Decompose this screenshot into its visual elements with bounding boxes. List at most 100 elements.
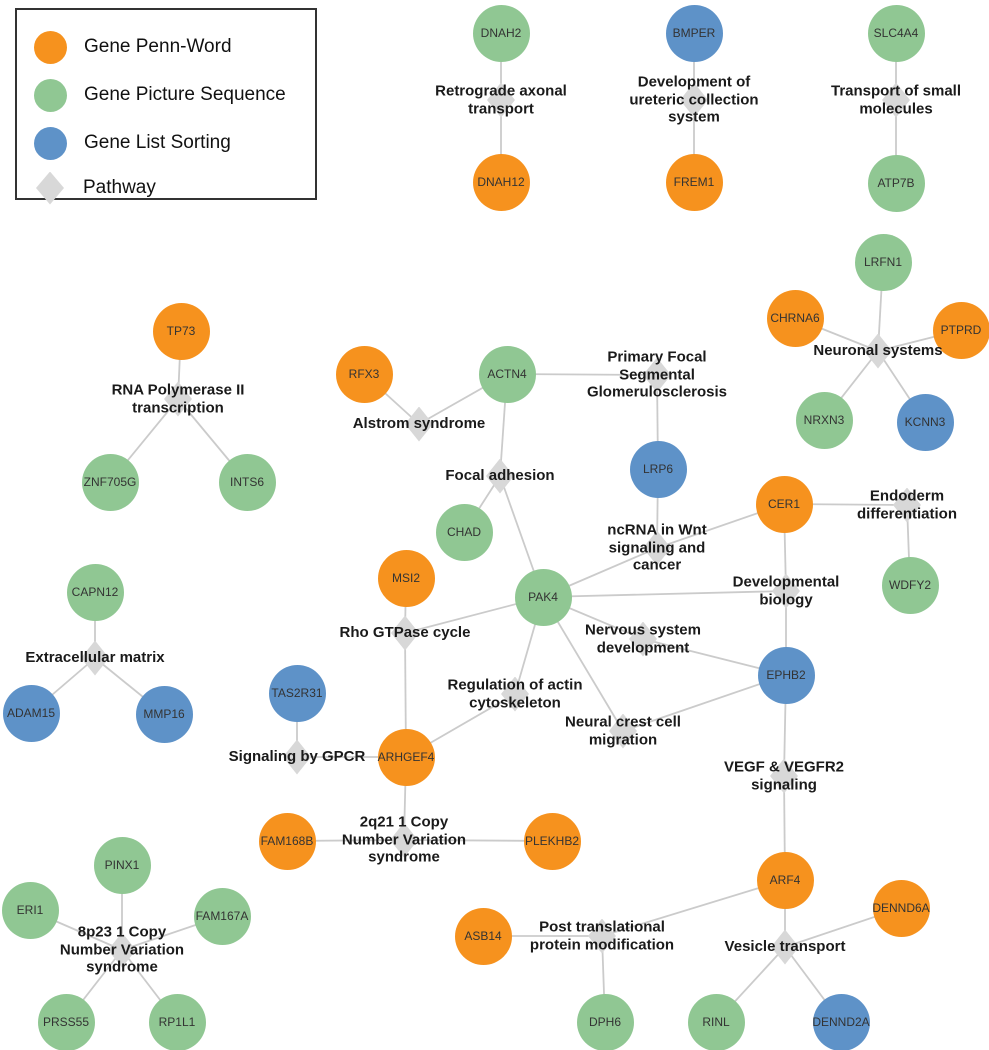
gene-label-ARHGEF4: ARHGEF4 <box>377 750 435 764</box>
gene-node-PAK4: PAK4 <box>514 568 572 626</box>
gene-label-CHRNA6: CHRNA6 <box>770 311 820 325</box>
legend-label: Pathway <box>83 177 156 198</box>
gene-node-TP73: TP73 <box>152 302 210 360</box>
pathway-label-retrograde-axonal-transport: Retrograde axonal transport <box>435 82 567 117</box>
gene-label-EPHB2: EPHB2 <box>766 668 806 682</box>
gene-label-NRXN3: NRXN3 <box>803 413 845 427</box>
gene-node-MMP16: MMP16 <box>135 685 193 743</box>
gene-node-PINX1: PINX1 <box>93 836 151 894</box>
gene-label-INTS6: INTS6 <box>229 475 264 489</box>
gene-label-WDFY2: WDFY2 <box>889 578 931 592</box>
gene-label-LRP6: LRP6 <box>642 462 674 476</box>
gene-node-FREM1: FREM1 <box>665 153 723 211</box>
gene-node-RFX3: RFX3 <box>335 345 393 403</box>
edge-developmental-biology--PAK4 <box>542 590 787 598</box>
pathway-label-rna-polymerase-ii-transcription: RNA Polymerase II transcription <box>111 381 245 416</box>
pathway-label-primary-focal-segmental-glomerulosclerosis: Primary Focal Segmental Glomeruloscleros… <box>586 348 728 401</box>
gene-label-MMP16: MMP16 <box>143 707 185 721</box>
legend-label: Gene Penn-Word <box>84 36 232 57</box>
gene-label-TAS2R31: TAS2R31 <box>271 686 323 700</box>
gene-node-NRXN3: NRXN3 <box>795 391 853 449</box>
gene-node-ADAM15: ADAM15 <box>2 684 60 742</box>
gene-node-EPHB2: EPHB2 <box>757 646 815 704</box>
gene-node-MSI2: MSI2 <box>377 549 435 607</box>
pathway-label-development-of-ureteric-collection-system: Development of ureteric collection syste… <box>629 73 759 126</box>
gene-picture-sequence-swatch <box>34 78 67 112</box>
pathway-label-endoderm-differentiation: Endoderm differentiation <box>857 487 957 522</box>
gene-label-FREM1: FREM1 <box>673 175 715 189</box>
gene-node-BMPER: BMPER <box>665 4 723 62</box>
gene-node-INTS6: INTS6 <box>218 453 276 511</box>
gene-node-LRP6: LRP6 <box>629 440 687 498</box>
gene-label-ACTN4: ACTN4 <box>487 367 527 381</box>
gene-node-PRSS55: PRSS55 <box>37 993 95 1050</box>
gene-label-SLC4A4: SLC4A4 <box>873 26 919 40</box>
gene-node-TAS2R31: TAS2R31 <box>268 664 326 722</box>
gene-node-CAPN12: CAPN12 <box>66 563 124 621</box>
gene-node-DNAH2: DNAH2 <box>472 4 530 62</box>
legend-item-gene-list-sorting: Gene List Sorting <box>34 125 231 161</box>
pathway-label-alstrom-syndrome: Alstrom syndrome <box>352 415 486 433</box>
pathway-label-nervous-system-development: Nervous system development <box>585 621 701 656</box>
legend-box: Gene Penn-Word Gene Picture Sequence Gen… <box>15 8 317 205</box>
legend-label: Gene List Sorting <box>84 132 231 153</box>
gene-label-DNAH2: DNAH2 <box>480 26 522 40</box>
pathway-label-focal-adhesion: Focal adhesion <box>445 467 555 485</box>
gene-label-DENND2A: DENND2A <box>812 1015 870 1029</box>
gene-label-CAPN12: CAPN12 <box>71 585 119 599</box>
gene-label-PINX1: PINX1 <box>104 858 140 872</box>
pathway-label-2q21-1-copy-number-variation-syndrome: 2q21 1 Copy Number Variation syndrome <box>341 813 467 866</box>
gene-penn-word-swatch <box>34 30 67 64</box>
gene-label-PAK4: PAK4 <box>528 590 558 604</box>
pathway-label-transport-of-small-molecules: Transport of small molecules <box>830 82 962 117</box>
gene-label-RFX3: RFX3 <box>348 367 380 381</box>
gene-node-ATP7B: ATP7B <box>867 154 925 212</box>
pathway-label-ncrna-in-wnt-signaling-and-cancer: ncRNA in Wnt signaling and cancer <box>607 521 707 574</box>
gene-label-CHAD: CHAD <box>446 525 481 539</box>
gene-node-ERI1: ERI1 <box>1 881 59 939</box>
gene-node-ARF4: ARF4 <box>756 851 814 909</box>
gene-label-KCNN3: KCNN3 <box>904 415 946 429</box>
gene-node-DNAH12: DNAH12 <box>472 153 530 211</box>
pathway-label-post-translational-protein-modification: Post translational protein modification <box>529 918 675 953</box>
gene-node-CHAD: CHAD <box>435 503 493 561</box>
legend-label: Gene Picture Sequence <box>84 84 286 105</box>
gene-label-FAM167A: FAM167A <box>195 909 249 923</box>
gene-node-ASB14: ASB14 <box>454 907 512 965</box>
gene-node-CHRNA6: CHRNA6 <box>766 289 824 347</box>
gene-node-ACTN4: ACTN4 <box>478 345 536 403</box>
gene-label-ATP7B: ATP7B <box>877 176 915 190</box>
gene-label-LRFN1: LRFN1 <box>863 255 902 269</box>
gene-list-sorting-swatch <box>34 126 67 160</box>
pathway-label-extracellular-matrix: Extracellular matrix <box>25 649 165 667</box>
pathway-label-regulation-of-actin-cytoskeleton: Regulation of actin cytoskeleton <box>447 676 583 711</box>
gene-label-DPH6: DPH6 <box>588 1015 621 1029</box>
gene-label-PLEKHB2: PLEKHB2 <box>524 834 580 848</box>
pathway-label-neuronal-systems: Neuronal systems <box>813 342 943 360</box>
edge-post-translational-protein-modification--ARF4 <box>601 879 786 937</box>
gene-node-KCNN3: KCNN3 <box>896 393 954 451</box>
pathway-label-vegf-vegfr2-signaling: VEGF & VEGFR2 signaling <box>723 758 845 793</box>
pathway-label-8p23-1-copy-number-variation-syndrome: 8p23 1 Copy Number Variation syndrome <box>59 923 185 976</box>
gene-node-DENND6A: DENND6A <box>872 879 930 937</box>
gene-label-BMPER: BMPER <box>672 26 716 40</box>
gene-label-ARF4: ARF4 <box>769 873 801 887</box>
gene-label-CER1: CER1 <box>767 497 800 511</box>
pathway-label-vesicle-transport: Vesicle transport <box>724 938 846 956</box>
gene-label-PRSS55: PRSS55 <box>42 1015 90 1029</box>
gene-node-FAM167A: FAM167A <box>193 887 251 945</box>
gene-node-DENND2A: DENND2A <box>812 993 870 1050</box>
gene-node-CER1: CER1 <box>755 475 813 533</box>
gene-label-ZNF705G: ZNF705G <box>83 475 137 489</box>
gene-node-RP1L1: RP1L1 <box>148 993 206 1050</box>
legend-item-gene-picture-sequence: Gene Picture Sequence <box>34 77 286 113</box>
gene-label-ERI1: ERI1 <box>16 903 44 917</box>
pathway-label-developmental-biology: Developmental biology <box>732 573 840 608</box>
gene-node-PTPRD: PTPRD <box>932 301 989 359</box>
gene-label-PTPRD: PTPRD <box>940 323 982 337</box>
gene-node-LRFN1: LRFN1 <box>854 233 912 291</box>
gene-node-SLC4A4: SLC4A4 <box>867 4 925 62</box>
gene-node-RINL: RINL <box>687 993 745 1050</box>
gene-label-MSI2: MSI2 <box>391 571 420 585</box>
